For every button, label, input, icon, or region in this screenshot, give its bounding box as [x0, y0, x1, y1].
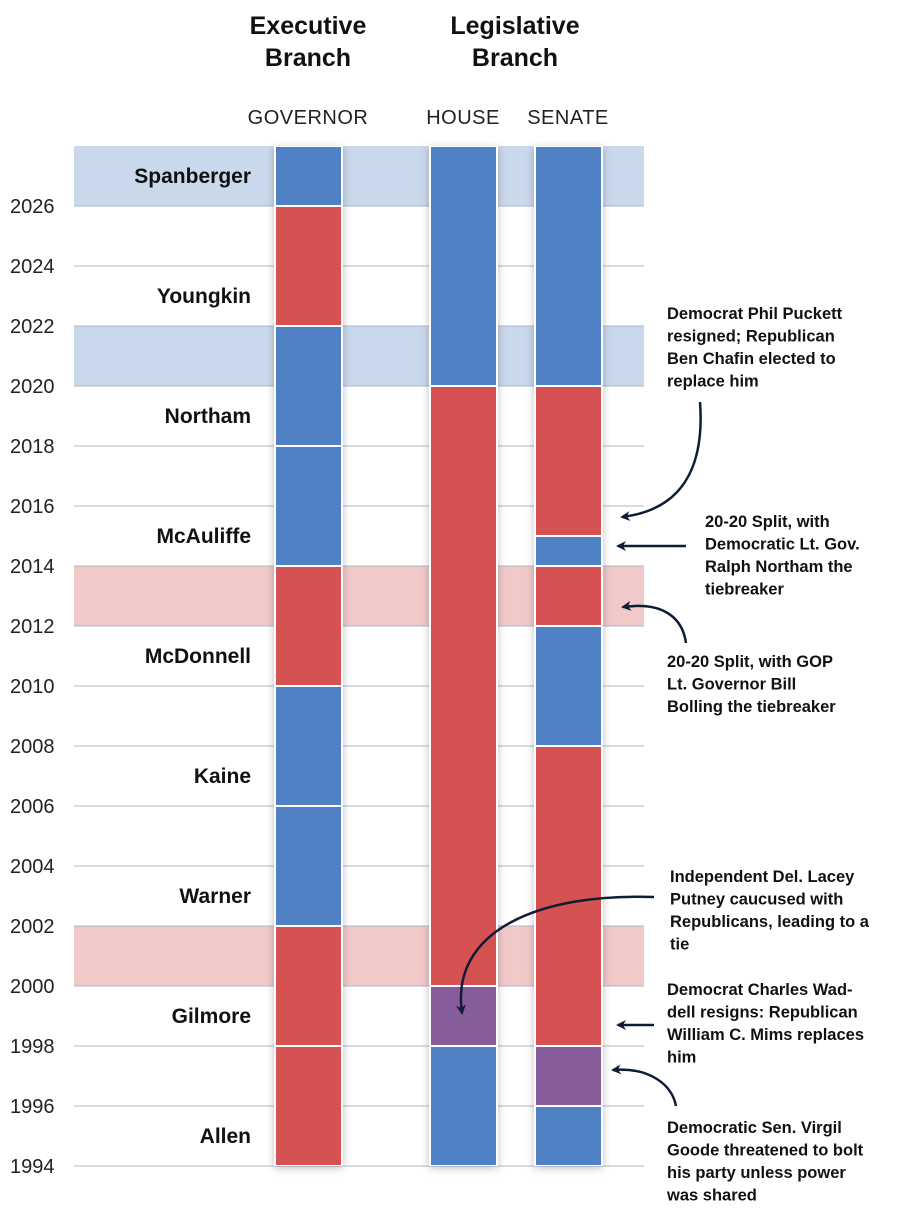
annotation-text: him [667, 1049, 696, 1067]
annotation-text: tie [670, 936, 689, 954]
annotation-text: Goode threatened to bolt [667, 1142, 864, 1160]
governors-segment-2026-2028 [276, 147, 341, 205]
y-tick-label: 2004 [10, 856, 55, 878]
annotation-text: Democratic Lt. Gov. [705, 536, 860, 554]
governors-segment-2010-2014 [276, 567, 341, 685]
annotation-text: 20-20 Split, with GOP [667, 653, 833, 671]
governor-name: Youngkin [157, 285, 251, 308]
y-tick-label: 2002 [10, 916, 55, 938]
column-header: HOUSE [426, 107, 500, 129]
annotation-text: Independent Del. Lacey [670, 868, 855, 886]
governor-name: Kaine [194, 765, 251, 788]
annotation-text: Democrat Phil Puckett [667, 305, 843, 323]
senate-segment-1998-2008 [536, 747, 601, 1045]
y-tick-label: 2026 [10, 196, 55, 218]
column-header: SENATE [527, 107, 609, 129]
labels: 1994 1996 1998 2000 2002 2004 2006 2008 2010 2012… [10, 12, 609, 1178]
y-tick-label: 2022 [10, 316, 55, 338]
annotation-text: Ben Chafin elected to [667, 350, 836, 368]
columns [274, 146, 603, 1166]
annotation-text: 20-20 Split, with [705, 513, 830, 531]
governors-segment-2014-2018 [276, 447, 341, 565]
y-tick-label: 2016 [10, 496, 55, 518]
senate-segment-1996-1998 [536, 1047, 601, 1105]
annotations: Democrat Phil Puckett resigned; Republica… [455, 305, 870, 1205]
annotation-text: William C. Mims replaces [667, 1026, 864, 1044]
governor-name: Northam [165, 405, 251, 428]
senate-segment-2015-2020 [536, 387, 601, 535]
annotation-text: Lt. Governor Bill [667, 676, 796, 694]
annotation-arrow-icon [620, 401, 702, 522]
governors-segment-1994-1998 [276, 1047, 341, 1165]
y-tick-label: 2014 [10, 556, 55, 578]
senate-segment-1994-1996 [536, 1107, 601, 1165]
governor-name: Allen [200, 1125, 251, 1148]
y-tick-label: 2012 [10, 616, 55, 638]
y-tick-label: 2018 [10, 436, 55, 458]
annotation-text: Bolling the tiebreaker [667, 698, 836, 716]
senate-segment-2020-2028 [536, 147, 601, 385]
governor-name: McDonnell [145, 645, 251, 668]
governors-segment-2002-2006 [276, 807, 341, 925]
branch-header: Branch [472, 44, 558, 72]
annotation-text: Putney caucused with [670, 891, 843, 909]
annotation-text: dell resigns: Republican [667, 1004, 858, 1022]
annotation-text: Republicans, leading to a [670, 913, 870, 931]
branch-header: Executive [250, 12, 367, 40]
y-tick-label: 2000 [10, 976, 55, 998]
annotation-text: resigned; Republican [667, 328, 835, 346]
annotation-text: Democrat Charles Wad- [667, 981, 853, 999]
senate-segment-2012-2014 [536, 567, 601, 625]
y-tick-label: 1994 [10, 1156, 55, 1178]
governors-segment-2022-2026 [276, 207, 341, 325]
house-segment-2000-2020 [431, 387, 496, 985]
house-segment-1998-2000 [431, 987, 496, 1045]
governors-segment-2006-2010 [276, 687, 341, 805]
y-tick-label: 2020 [10, 376, 55, 398]
annotation-arrow-icon [611, 1064, 678, 1107]
column-header: GOVERNOR [248, 107, 369, 129]
governors-segment-2018-2022 [276, 327, 341, 445]
house-segment-2020-2028 [431, 147, 496, 385]
annotation-text: his party unless power [667, 1164, 846, 1182]
annotation-text: Ralph Northam the [705, 558, 853, 576]
senate-segment-2014-2015 [536, 537, 601, 565]
annotation-text: Democratic Sen. Virgil [667, 1119, 842, 1137]
annotation-arrow-icon [621, 600, 688, 644]
annotation-arrow-icon [455, 895, 655, 1015]
y-tick-label: 2008 [10, 736, 55, 758]
y-tick-label: 2006 [10, 796, 55, 818]
y-tick-label: 1996 [10, 1096, 55, 1118]
annotation-text: was shared [666, 1187, 757, 1205]
governor-name: Gilmore [172, 1005, 251, 1028]
branch-header: Branch [265, 44, 351, 72]
house-segment-1994-1998 [431, 1047, 496, 1165]
branch-header: Legislative [450, 12, 579, 40]
annotation-text: tiebreaker [705, 581, 784, 599]
governors-segment-1998-2002 [276, 927, 341, 1045]
governor-name: Spanberger [134, 165, 251, 188]
governor-name: McAuliffe [157, 525, 252, 548]
annotation-text: replace him [667, 373, 759, 391]
y-tick-label: 2024 [10, 256, 55, 278]
y-tick-label: 1998 [10, 1036, 55, 1058]
y-tick-label: 2010 [10, 676, 55, 698]
senate-segment-2008-2012 [536, 627, 601, 745]
governor-name: Warner [179, 885, 251, 908]
